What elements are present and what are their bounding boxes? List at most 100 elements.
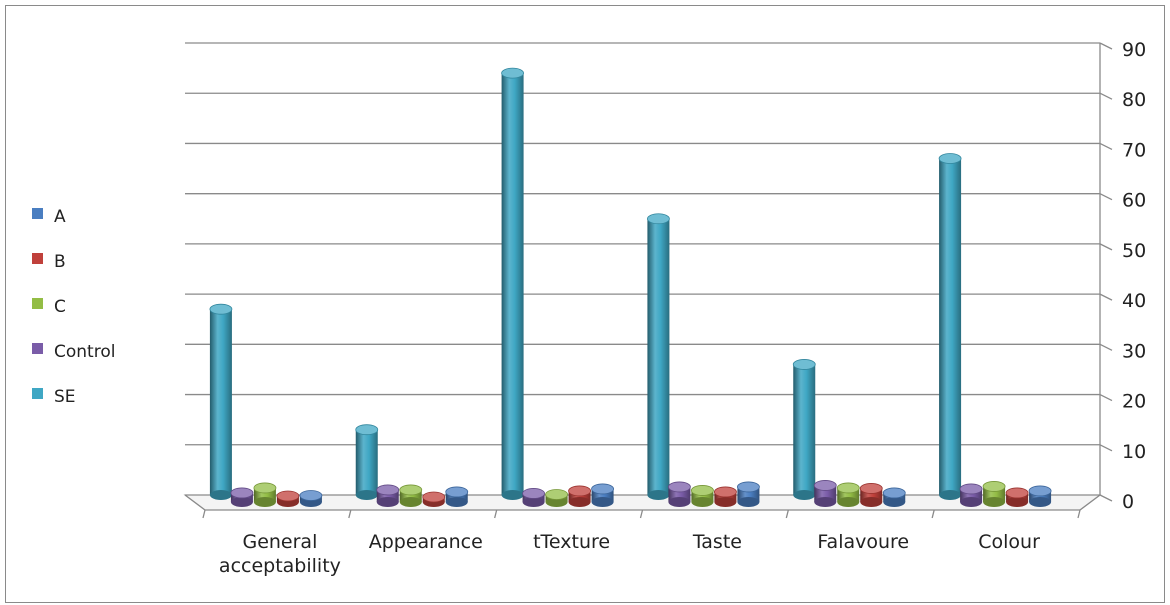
bar-base [983,497,1006,507]
bar-base [253,497,276,507]
bar [982,481,1006,507]
legend-swatch [32,388,43,399]
y-tick-label: 80 [1122,89,1146,111]
bar-top [668,481,691,493]
bar-body [691,490,714,502]
bar-base [883,497,906,507]
bar [209,303,233,500]
y-tick-mark [1099,243,1113,251]
legend-label: SE [54,387,76,407]
legend-swatch [32,208,43,219]
bar-top [445,486,469,498]
bar [1005,487,1029,507]
bar-top [376,484,400,496]
bar [647,213,670,500]
floor-right-edge [1079,494,1101,511]
bar-top [714,486,737,498]
bar-base [230,497,253,507]
bar [376,484,400,507]
y-tick-mark [1099,444,1113,452]
bar-top [691,485,714,496]
bar-top [647,213,670,225]
legend-label: B [54,252,66,272]
bar-base [591,497,614,507]
y-tick-label: 50 [1122,240,1146,262]
y-tick-label: 30 [1122,340,1146,362]
bar-body [793,364,816,495]
bar-base [209,490,232,500]
x-tick-label: tTexture [533,531,610,553]
x-tick-mark [639,509,644,519]
x-tick-label: Taste [692,531,742,553]
bar-top [501,67,524,79]
bar [445,486,469,507]
bar-top [355,424,379,436]
bar [714,486,737,507]
x-tick-label: General acceptability [219,531,341,577]
x-tick-mark [348,509,352,519]
bar [276,490,300,507]
bar-base [860,497,883,507]
bar-base [376,497,399,507]
bar-base [501,490,524,500]
bar-top [399,484,423,496]
bar [1028,485,1052,507]
bar [422,491,446,507]
bar [355,424,379,500]
bar-body [939,158,962,495]
bar-top [591,483,614,495]
bar [882,487,906,507]
x-tick-mark [785,509,789,519]
bar-top [813,480,837,491]
bar-base [737,497,760,507]
bar-top [422,491,446,503]
y-tick-label: 40 [1122,290,1146,312]
bar-base [647,490,670,500]
bar-base [545,497,568,507]
bar-base [399,497,422,507]
bar-base [668,497,691,507]
bar [399,484,423,507]
y-tick-mark [1099,293,1113,301]
legend-swatch [32,298,43,309]
bar-top [1005,487,1029,499]
bar-base [714,497,737,507]
x-tick-mark [931,509,935,519]
bar [668,481,691,507]
bar-base [445,497,468,507]
bar-top [209,303,233,315]
bar-top [276,490,300,502]
legend-label: Control [54,342,115,362]
bar [545,489,568,507]
y-tick-label: 60 [1122,190,1146,212]
bar [591,483,614,507]
bar-base [837,497,860,507]
bar [691,485,714,507]
bar-body [355,429,378,495]
bar [792,359,816,500]
bar [938,153,962,500]
bar [501,67,524,500]
bar [568,485,591,507]
bar [737,481,760,507]
y-tick-label: 10 [1122,441,1146,463]
bar [299,490,323,507]
bar-base [355,490,378,500]
bar-base [522,497,545,507]
bar-top [859,483,883,494]
bar [522,488,545,507]
bar-base [814,497,837,507]
y-tick-label: 0 [1122,491,1134,513]
bar-top [938,153,962,164]
bar-top [568,485,591,497]
y-tick-mark [1099,92,1113,100]
bar-top [522,488,545,499]
bar-base [939,490,962,500]
bar [813,480,837,507]
x-tick-label: Falavoure [817,531,909,553]
bar-top [1028,485,1052,497]
legend-label: A [54,207,66,227]
bar [230,487,254,507]
y-tick-label: 90 [1122,39,1146,61]
bar-base [1006,497,1029,507]
